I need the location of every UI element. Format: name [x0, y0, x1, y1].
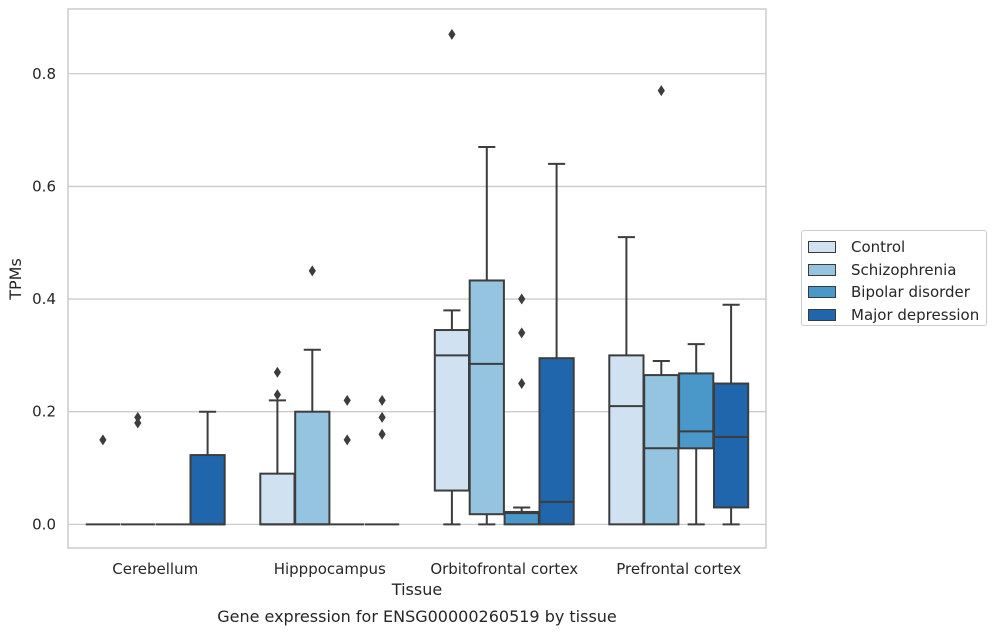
x-tick-label: Hipppocampus	[274, 560, 386, 578]
outlier-point	[134, 411, 142, 423]
plot-frame	[67, 8, 767, 549]
box	[330, 394, 365, 526]
legend-swatch	[808, 286, 836, 299]
legend-item: Major depression	[808, 304, 986, 327]
y-axis-label: TPMs	[6, 258, 25, 301]
box-body	[678, 372, 715, 450]
box-body	[538, 357, 575, 526]
box	[468, 145, 505, 526]
outlier-point	[308, 265, 316, 277]
boxes	[85, 28, 750, 526]
box-body	[643, 374, 680, 526]
legend-label: Bipolar disorder	[851, 283, 970, 302]
x-axis-ticks: Cerebellum Hipppocampus Orbitofrontal cort…	[112, 560, 741, 578]
outlier-point	[343, 434, 351, 446]
x-tick-label: Cerebellum	[112, 560, 198, 578]
outlier-point	[518, 327, 526, 339]
box-body	[433, 329, 471, 492]
outlier-point	[378, 394, 386, 406]
y-axis-ticks: 0.0 0.2 0.4 0.6 0.8	[32, 65, 56, 534]
outlier-point	[657, 85, 665, 97]
box-body	[608, 354, 645, 526]
box	[538, 162, 575, 526]
legend-item: Bipolar disorder	[808, 281, 986, 304]
legend-item: Control	[808, 236, 986, 259]
box	[364, 394, 400, 526]
y-tick-label: 0.0	[32, 515, 56, 533]
outlier-point	[99, 434, 107, 446]
outlier-point	[518, 378, 526, 390]
y-tick-label: 0.8	[32, 65, 56, 83]
outlier-point	[378, 428, 386, 440]
chart-caption: Gene expression for ENSG00000260519 by t…	[217, 607, 617, 626]
y-tick-label: 0.2	[32, 403, 56, 421]
legend-label: Control	[851, 238, 906, 257]
box-body	[189, 454, 226, 526]
outlier-point	[273, 366, 281, 378]
outlier-point	[273, 389, 281, 401]
outlier-point	[378, 411, 386, 423]
box	[259, 366, 296, 526]
outlier-point	[134, 417, 142, 429]
box-body	[259, 472, 296, 526]
legend-item: Schizophrenia	[808, 259, 986, 282]
box-body	[468, 279, 505, 516]
legend-label: Major depression	[851, 305, 980, 324]
legend-swatch	[808, 263, 836, 276]
x-axis-label: Tissue	[391, 580, 442, 599]
legend: Control Schizophrenia Bipolar disorder Majo…	[801, 230, 987, 326]
x-tick-label: Orbitofrontal cortex	[430, 560, 578, 578]
outlier-point	[343, 394, 351, 406]
x-tick-label: Prefrontal cortex	[616, 560, 741, 578]
y-tick-label: 0.4	[32, 290, 56, 308]
box	[678, 343, 715, 526]
box	[85, 434, 121, 526]
box	[608, 236, 645, 526]
legend-swatch	[808, 241, 836, 254]
box	[643, 85, 680, 526]
box	[433, 28, 471, 526]
box-body	[294, 410, 331, 526]
legend-label: Schizophrenia	[851, 260, 957, 279]
legend-swatch	[808, 308, 836, 321]
y-tick-label: 0.6	[32, 177, 56, 195]
box	[120, 411, 155, 526]
outlier-point	[448, 28, 456, 40]
box	[503, 293, 540, 526]
box	[712, 303, 750, 526]
box-body	[712, 382, 750, 509]
outlier-point	[518, 293, 526, 305]
box	[294, 265, 331, 526]
box	[189, 410, 226, 526]
